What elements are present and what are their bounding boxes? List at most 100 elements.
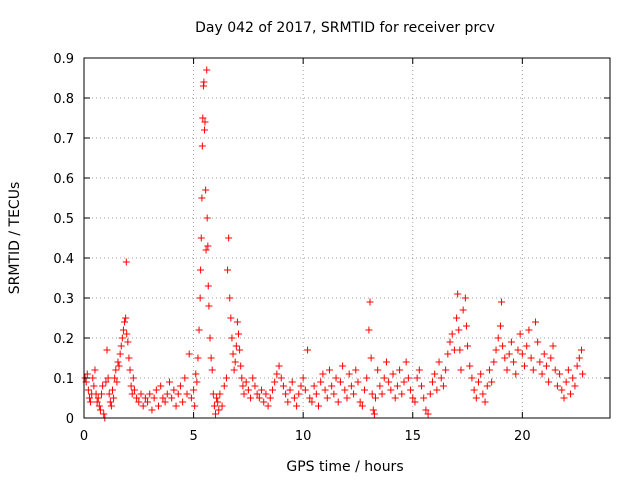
data-point [235,330,243,338]
y-tick-label: 0.4 [53,252,74,267]
data-point [446,338,454,346]
data-point [215,406,223,414]
data-point [514,346,522,354]
data-point [400,378,408,386]
data-point [366,298,374,306]
data-point [204,242,212,250]
data-point [258,386,266,394]
data-point [336,378,344,386]
data-point [398,390,406,398]
data-point [426,390,434,398]
data-point [456,346,464,354]
data-point [137,390,145,398]
data-point [113,378,121,386]
data-point [299,374,307,382]
data-point [545,378,553,386]
y-tick-label: 0.8 [53,92,74,107]
data-point [549,342,557,350]
data-point [402,358,410,366]
data-point [306,394,314,402]
data-point [575,354,583,362]
data-point [321,386,329,394]
data-point [374,366,382,374]
data-point [297,382,305,390]
data-point [99,382,107,390]
data-point [107,402,115,410]
data-point [378,390,386,398]
data-point [209,390,217,398]
data-point [122,258,130,266]
data-point [350,390,358,398]
data-point [148,406,156,414]
data-point [387,386,395,394]
data-point [121,318,129,326]
data-point [196,294,204,302]
data-point [295,390,303,398]
data-point [125,354,133,362]
data-point [498,298,506,306]
data-point [279,382,287,390]
data-point [207,354,215,362]
data-point [404,374,412,382]
data-point [204,282,212,290]
data-point [255,394,263,402]
data-point [260,398,268,406]
data-point [141,394,149,402]
data-point [428,378,436,386]
data-point [448,330,456,338]
data-point [253,390,261,398]
data-point [503,366,511,374]
data-point [139,402,147,410]
data-point [202,186,210,194]
data-point [538,370,546,378]
data-point [106,398,114,406]
data-point [534,338,542,346]
data-point [226,294,234,302]
data-point [542,362,550,370]
data-point [244,386,252,394]
data-point [208,366,216,374]
data-point [90,382,98,390]
data-point [369,406,377,414]
data-point [282,390,290,398]
data-point [461,294,469,302]
data-point [98,390,106,398]
data-point [205,302,213,310]
data-point [127,382,135,390]
data-point [201,126,209,134]
data-point [481,398,489,406]
data-point [170,386,178,394]
data-point [95,402,103,410]
data-point [286,386,294,394]
data-point [323,394,331,402]
data-point [468,374,476,382]
y-tick-label: 0.3 [53,292,74,307]
data-point [194,354,202,362]
data-point [251,382,259,390]
data-point [128,390,136,398]
data-point [102,378,110,386]
data-point [238,374,246,382]
data-point [420,394,428,402]
data-point [475,378,482,386]
data-point [224,266,232,274]
data-point [225,234,233,242]
chart-title: Day 042 of 2017, SRMTID for receiver prc… [195,20,495,36]
data-point [266,394,274,402]
data-point [424,410,432,418]
data-point [214,398,222,406]
data-point [462,322,470,330]
data-point [382,358,390,366]
y-axis-label: SRMTID / TECUs [7,182,23,295]
data-point [172,402,180,410]
data-point [444,350,452,358]
data-point [193,378,201,386]
data-point [485,366,493,374]
data-point [499,342,507,350]
data-point [393,382,401,390]
data-point [454,290,462,298]
data-point [155,402,163,410]
data-point [89,374,97,382]
data-point [330,390,338,398]
